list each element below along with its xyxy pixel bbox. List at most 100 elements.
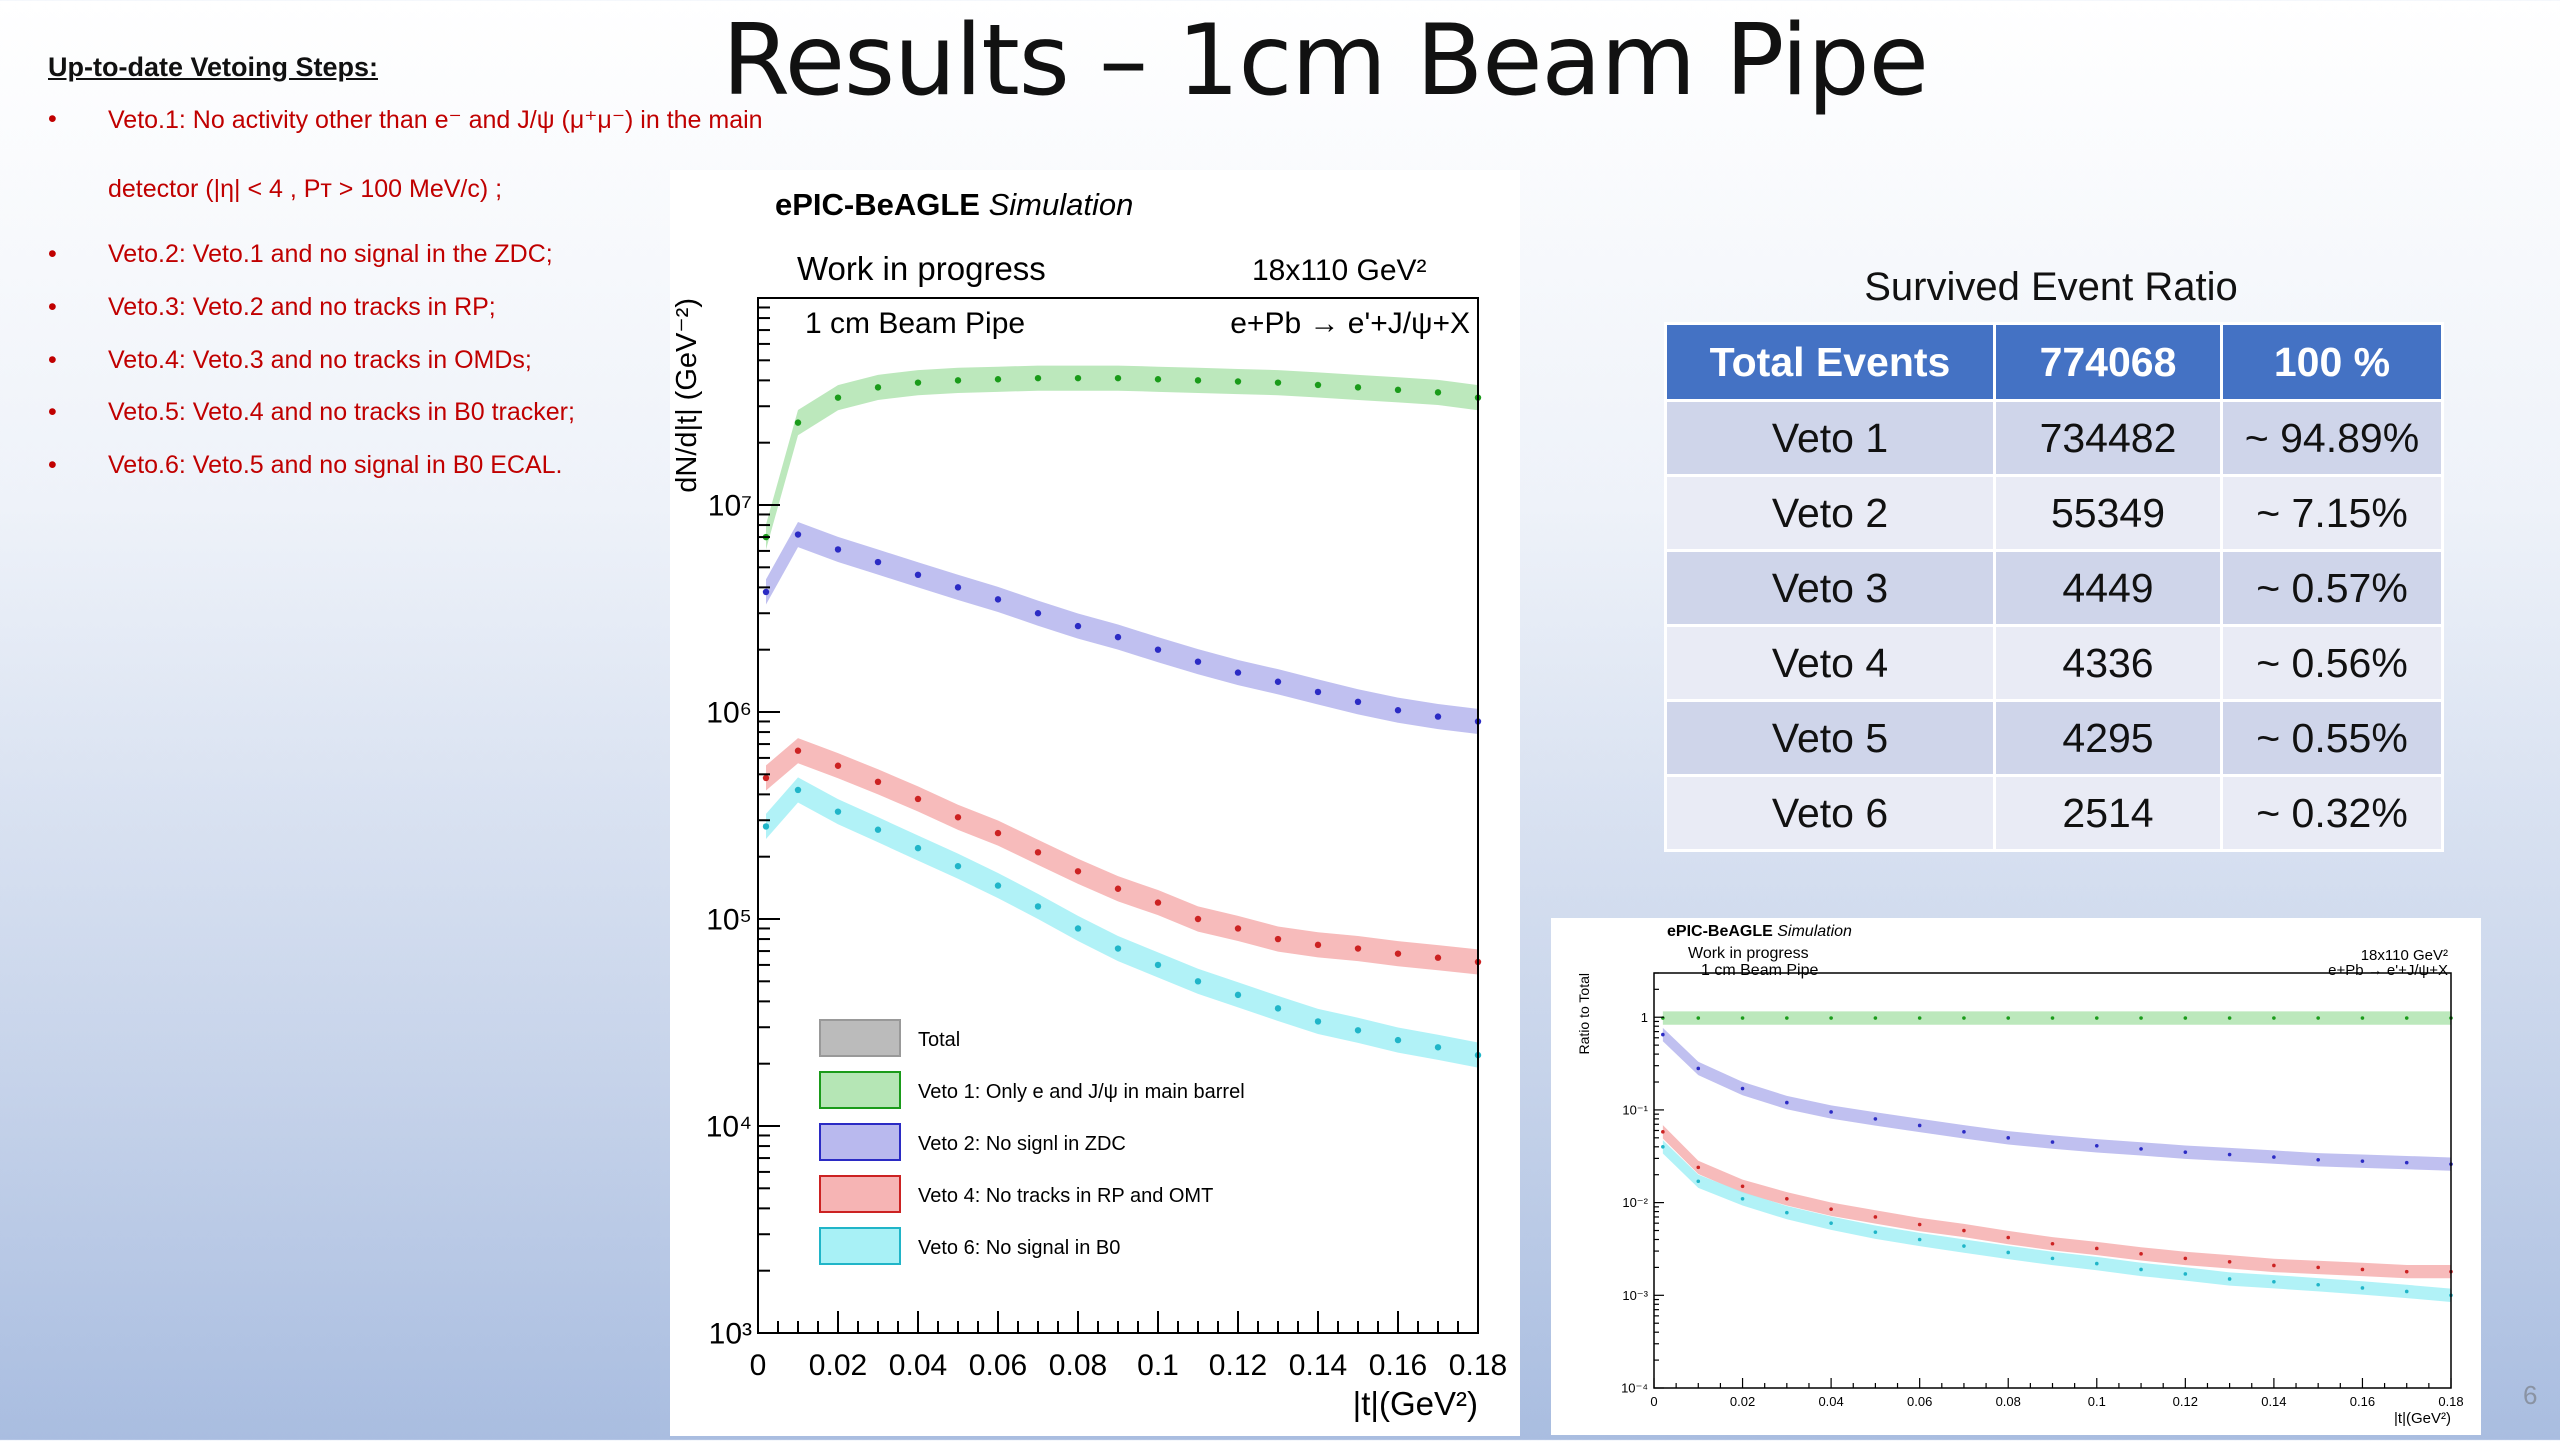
table-cell: ~ 94.89%	[2220, 399, 2444, 477]
data-point	[1274, 678, 1282, 685]
chart-process: e+Pb → e'+J/ψ+X	[2328, 962, 2448, 979]
series-error-band	[766, 365, 1478, 550]
data-point	[1873, 1016, 1878, 1020]
data-point	[1696, 1016, 1701, 1020]
table-row: Veto 2 55349 ~ 7.15%	[1664, 474, 2444, 552]
table-header-cell: 774068	[1993, 322, 2223, 402]
x-tick-label: 0	[1650, 1394, 1657, 1409]
legend-swatch	[819, 1227, 901, 1265]
table-header-cell: 100 %	[2220, 322, 2444, 402]
data-point	[2360, 1267, 2365, 1272]
data-point	[1354, 698, 1362, 706]
data-point	[2360, 1016, 2365, 1020]
table-title: Survived Event Ratio	[1864, 265, 2238, 309]
data-point	[762, 588, 770, 596]
step-text: Veto.6: Veto.5 and no signal in B0 ECAL.	[108, 451, 563, 479]
bullet: •	[48, 105, 57, 133]
data-point	[1785, 1100, 1789, 1105]
data-point	[1740, 1184, 1745, 1189]
x-tick-label: 0.14	[2261, 1394, 2286, 1409]
data-point	[2094, 1144, 2099, 1148]
table-cell: 4449	[1993, 549, 2223, 627]
data-point	[1234, 669, 1242, 676]
data-point	[1434, 1044, 1442, 1051]
data-point	[2094, 1016, 2099, 1020]
step-text: Veto.5: Veto.4 and no tracks in B0 track…	[108, 398, 575, 426]
legend-label: Veto 1: Only e and J/ψ in main barrel	[918, 1081, 1245, 1103]
table-cell: Veto 3	[1664, 549, 1996, 627]
data-point	[1873, 1230, 1878, 1234]
data-point	[2227, 1016, 2232, 1020]
chart-legend: Total Veto 1: Only e and J/ψ in main barr…	[819, 1019, 1245, 1265]
data-point	[1829, 1221, 1833, 1225]
chart-title-main: ePIC-BeAGLE	[775, 187, 989, 222]
chart-title: ePIC-BeAGLE Simulation	[775, 187, 1133, 222]
ratio-chart: 0 0.02 0.04 0.06 0.08 0.1 0.12 0.14 0.16 0.18 10⁻…	[1576, 923, 2464, 1427]
data-point	[2006, 1016, 2011, 1020]
data-point	[1917, 1016, 1922, 1020]
chart-title-main: ePIC-BeAGLE	[1667, 923, 1777, 940]
legend-label: Total	[918, 1029, 960, 1051]
data-point	[1394, 1036, 1402, 1044]
data-point	[1917, 1123, 1922, 1128]
data-point	[2360, 1159, 2365, 1163]
data-point	[1034, 610, 1042, 617]
data-point	[1434, 713, 1442, 720]
data-point	[2139, 1016, 2143, 1020]
x-tick-label: 0.08	[1049, 1349, 1107, 1382]
plot-frame	[1653, 972, 2452, 1389]
data-point	[1234, 991, 1242, 999]
data-point	[2183, 1272, 2188, 1276]
data-point	[1394, 950, 1402, 957]
data-point	[1661, 1032, 1665, 1037]
data-point	[2006, 1136, 2011, 1140]
data-point	[874, 778, 882, 786]
series-error-band	[1662, 1125, 2451, 1279]
steps-heading: Up-to-date Vetoing Steps:	[48, 52, 378, 82]
main-chart-panel: 0 0.02 0.04 0.06 0.08 0.1 0.12 0.14 0.16 0.18 10³…	[670, 170, 1520, 1436]
data-point	[2316, 1282, 2320, 1287]
data-point	[1962, 1228, 1966, 1233]
y-tick-label: 10⁻⁴	[1621, 1381, 1648, 1396]
table-row: Veto 1 734482 ~ 94.89%	[1664, 399, 2444, 477]
data-point	[1917, 1222, 1922, 1227]
chart-config: 1 cm Beam Pipe	[805, 307, 1025, 340]
x-axis-label: |t|(GeV²)	[1353, 1385, 1478, 1422]
table-cell: ~ 0.55%	[2220, 699, 2444, 777]
data-point	[2227, 1152, 2232, 1157]
chart-subtitle: Work in progress	[1688, 945, 1809, 962]
x-axis-label: |t|(GeV²)	[2394, 1410, 2451, 1427]
series-error-band	[1662, 1027, 2451, 1171]
data-point	[2404, 1269, 2409, 1274]
data-point	[1962, 1130, 1966, 1134]
data-point	[1194, 978, 1202, 985]
data-point	[954, 377, 962, 384]
table-cell: 2514	[1993, 774, 2223, 852]
data-point	[834, 546, 842, 553]
data-point	[2316, 1016, 2320, 1020]
table-cell: Veto 4	[1664, 624, 1996, 702]
data-point	[874, 558, 882, 566]
slide-number: 6	[2523, 1380, 2538, 1410]
data-point	[2272, 1263, 2276, 1268]
data-point	[914, 571, 922, 579]
ratio-chart-panel: 0 0.02 0.04 0.06 0.08 0.1 0.12 0.14 0.16 0.18 10⁻…	[1551, 918, 2481, 1435]
data-point	[1114, 945, 1122, 952]
data-point	[1194, 658, 1202, 665]
data-point	[1074, 925, 1082, 932]
data-point	[1034, 903, 1042, 910]
bullet: •	[48, 398, 57, 426]
data-point	[762, 823, 770, 830]
table-cell: Veto 1	[1664, 399, 1996, 477]
table-row: Veto 4 4336 ~ 0.56%	[1664, 624, 2444, 702]
chart-title-suffix: Simulation	[989, 187, 1134, 222]
data-point	[834, 762, 842, 769]
table-cell: 4295	[1993, 699, 2223, 777]
data-point	[1873, 1117, 1878, 1121]
data-point	[874, 826, 882, 833]
data-point	[2183, 1256, 2188, 1261]
legend-swatch	[819, 1123, 901, 1161]
data-point	[2272, 1279, 2276, 1284]
data-point	[1696, 1066, 1701, 1071]
data-point	[994, 376, 1002, 383]
